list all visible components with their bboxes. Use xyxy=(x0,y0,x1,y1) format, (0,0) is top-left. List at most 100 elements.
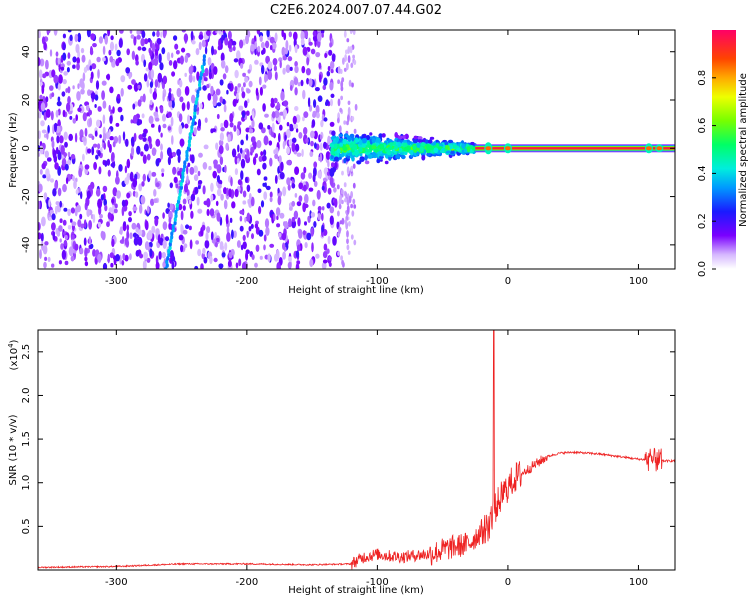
heatmap-cell xyxy=(243,82,246,88)
heatmap-cell xyxy=(190,210,194,219)
heatmap-cell xyxy=(71,234,75,240)
heatmap-cell xyxy=(380,143,384,150)
heatmap-cell xyxy=(46,131,49,140)
heatmap-cell xyxy=(176,87,182,98)
heatmap-cell xyxy=(337,251,340,256)
heatmap-cell xyxy=(209,208,215,217)
heatmap-cell xyxy=(66,60,72,66)
heatmap-cell xyxy=(128,217,132,223)
heatmap-cell xyxy=(229,217,233,223)
heatmap-cell xyxy=(321,206,325,211)
heatmap-cell xyxy=(318,74,322,83)
heatmap-streak-cell xyxy=(188,132,192,137)
heatmap-cell xyxy=(191,94,196,104)
heatmap-cell xyxy=(197,208,203,214)
heatmap-cell xyxy=(99,213,103,219)
heatmap-cell xyxy=(250,136,256,143)
heatmap-cell xyxy=(340,189,344,195)
heatmap-cell xyxy=(319,142,323,151)
heatmap-cell xyxy=(80,191,83,200)
heatmap-cell xyxy=(133,36,137,46)
heatmap-cell xyxy=(193,127,197,136)
heatmap-streak-cell xyxy=(169,238,173,244)
heatmap-cell xyxy=(250,43,256,52)
heatmap-cell xyxy=(142,132,147,138)
heatmap-cell xyxy=(362,144,366,148)
heatmap-cell xyxy=(325,169,328,179)
heatmap-cell xyxy=(38,30,41,39)
heatmap-cell xyxy=(186,189,190,197)
heatmap-cell xyxy=(251,254,255,260)
heatmap-cell xyxy=(276,215,279,221)
heatmap-cell xyxy=(321,32,324,38)
heatmap-cell xyxy=(232,45,236,52)
heatmap-cell xyxy=(310,130,315,139)
heatmap-cell xyxy=(269,243,275,248)
heatmap-cell xyxy=(376,158,381,164)
heatmap-streak-cell xyxy=(183,163,187,169)
heatmap-cell xyxy=(387,146,393,151)
heatmap-cell xyxy=(337,210,340,217)
heatmap-cell xyxy=(261,64,265,75)
heatmap-cell xyxy=(70,207,75,214)
heatmap-cell xyxy=(153,198,158,204)
heatmap-cell xyxy=(308,104,313,112)
heatmap-cell xyxy=(81,81,85,91)
heatmap-cell xyxy=(136,145,141,155)
heatmap-streak-cell xyxy=(200,64,204,70)
multiplier-prefix: (x10 xyxy=(9,348,20,371)
heatmap-cell xyxy=(245,34,249,45)
heatmap-cell xyxy=(265,40,270,49)
heatmap-cell xyxy=(173,176,178,184)
heatmap-cell xyxy=(149,99,153,106)
heatmap-cell xyxy=(303,126,308,135)
heatmap-cell xyxy=(84,127,88,137)
heatmap-cell xyxy=(251,233,254,240)
heatmap-cell xyxy=(351,151,357,156)
heatmap-cell xyxy=(125,67,131,74)
heatmap-cell xyxy=(315,112,320,119)
heatmap-cell xyxy=(343,182,347,188)
heatmap-cell xyxy=(60,243,64,250)
heatmap-cell xyxy=(110,162,116,168)
heatmap-streak-cell xyxy=(193,107,197,113)
heatmap-cell xyxy=(293,31,298,41)
heatmap-cell xyxy=(70,153,76,160)
heatmap-streak-cell xyxy=(198,86,202,91)
heatmap-cell xyxy=(104,35,108,45)
heatmap-cell xyxy=(206,198,211,208)
heatmap-cell xyxy=(236,50,241,61)
heatmap-cell xyxy=(282,67,286,75)
heatmap-cell xyxy=(212,170,217,179)
heatmap-cell xyxy=(62,109,66,118)
heatmap-cell xyxy=(208,71,212,80)
heatmap-cell xyxy=(143,251,149,260)
heatmap-cell xyxy=(287,184,291,191)
heatmap-cell xyxy=(456,147,462,152)
heatmap-cell xyxy=(343,30,347,38)
heatmap-cell xyxy=(343,120,347,125)
heatmap-cell xyxy=(94,130,98,137)
heatmap-cell xyxy=(137,99,142,107)
heatmap-cell xyxy=(356,160,362,165)
heatmap-cell xyxy=(259,86,263,96)
heatmap-cell xyxy=(213,159,218,166)
heatmap-cell xyxy=(233,230,237,238)
heatmap-cell xyxy=(254,262,258,268)
heatmap-cell xyxy=(346,238,349,245)
heatmap-cell xyxy=(225,214,229,225)
heatmap-cell xyxy=(121,199,126,207)
heatmap-cell xyxy=(64,260,69,266)
heatmap-cell xyxy=(223,187,227,195)
heatmap-cell xyxy=(388,142,394,146)
heatmap-cell xyxy=(375,137,381,144)
heatmap-cell xyxy=(150,198,155,206)
heatmap-cell xyxy=(92,143,98,148)
heatmap-cell xyxy=(108,49,112,56)
heatmap-cell xyxy=(215,200,219,207)
heatmap-cell xyxy=(188,199,192,205)
heatmap-cell xyxy=(338,125,342,133)
heatmap-cell xyxy=(311,119,316,128)
heatmap-cell xyxy=(43,261,47,269)
